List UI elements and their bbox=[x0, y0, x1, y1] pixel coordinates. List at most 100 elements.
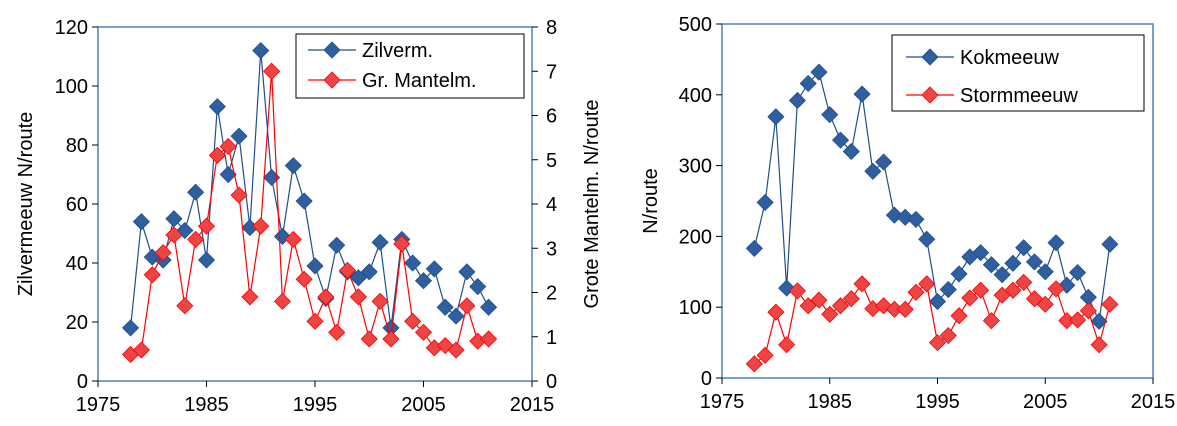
data-point-kokmeeuw bbox=[1004, 254, 1022, 272]
series-line-kokmeeuw bbox=[753, 70, 1111, 324]
left-y2-axis: 0 1 2 3 4 5 6 7 8 bbox=[532, 17, 557, 393]
data-point-stormmeeuw bbox=[831, 297, 850, 315]
data-point-gr-mantelm bbox=[154, 244, 172, 262]
data-point-kokmeeuw bbox=[1090, 312, 1108, 330]
data-point-kokmeeuw bbox=[864, 162, 882, 180]
data-point-stormmeeuw bbox=[853, 275, 871, 293]
data-point-stormmeeuw bbox=[778, 336, 796, 354]
data-point-stormmeeuw bbox=[810, 291, 828, 309]
legend-marker-zilverm bbox=[323, 41, 341, 59]
data-point-kokmeeuw bbox=[756, 193, 774, 211]
data-point-gr-mantelm bbox=[252, 217, 270, 235]
right-x-tick-label: 2005 bbox=[1023, 391, 1068, 413]
left-x-tick-label: 2005 bbox=[401, 394, 446, 416]
right-series-group bbox=[745, 63, 1119, 373]
data-point-kokmeeuw bbox=[1101, 235, 1119, 253]
right-y-tick-label: 0 bbox=[701, 368, 712, 390]
data-point-kokmeeuw bbox=[939, 280, 957, 299]
data-point-kokmeeuw bbox=[982, 256, 1000, 274]
data-point-stormmeeuw bbox=[896, 300, 914, 318]
data-point-gr-mantelm bbox=[458, 297, 476, 315]
data-point-stormmeeuw bbox=[939, 326, 957, 345]
right-y-axis-title: N/route bbox=[640, 168, 662, 234]
data-point-gr-mantelm bbox=[328, 323, 346, 341]
left-y2-tick-label: 7 bbox=[546, 61, 557, 83]
right-x-axis: 1975 1985 1995 2005 2015 bbox=[700, 378, 1175, 413]
data-point-gr-mantelm bbox=[295, 270, 313, 288]
data-point-zilverm bbox=[328, 236, 346, 254]
left-y-tick-label: 100 bbox=[55, 76, 88, 98]
data-point-stormmeeuw bbox=[745, 355, 763, 373]
data-point-gr-mantelm bbox=[143, 266, 161, 284]
data-point-zilverm bbox=[469, 278, 487, 296]
legend-label-gr-mantelm: Gr. Mantelm. bbox=[362, 70, 476, 92]
data-point-stormmeeuw bbox=[972, 281, 990, 299]
data-point-gr-mantelm bbox=[393, 235, 411, 253]
left-y-axis: 0 20 40 60 80 100 120 bbox=[55, 17, 98, 393]
data-point-stormmeeuw bbox=[1015, 273, 1033, 291]
data-point-zilverm bbox=[284, 157, 302, 175]
data-point-stormmeeuw bbox=[767, 303, 785, 321]
left-series-group bbox=[121, 42, 498, 364]
data-point-gr-mantelm bbox=[349, 288, 367, 306]
legend-marker-stormmeeuw bbox=[921, 86, 939, 104]
left-y2-tick-label: 8 bbox=[546, 17, 557, 39]
data-point-kokmeeuw bbox=[972, 244, 990, 262]
data-point-stormmeeuw bbox=[961, 289, 979, 307]
data-point-zilverm bbox=[197, 251, 216, 269]
data-point-gr-mantelm bbox=[273, 292, 292, 310]
data-point-stormmeeuw bbox=[918, 275, 936, 293]
left-x-axis: 1975 1985 1995 2005 2015 bbox=[76, 381, 554, 416]
data-point-gr-mantelm bbox=[447, 341, 465, 359]
data-point-zilverm bbox=[425, 260, 443, 278]
data-point-zilverm bbox=[230, 127, 248, 145]
data-point-stormmeeuw bbox=[756, 346, 774, 364]
data-point-kokmeeuw bbox=[875, 153, 893, 171]
left-y2-tick-label: 3 bbox=[546, 238, 557, 260]
data-point-gr-mantelm bbox=[219, 137, 237, 156]
data-point-zilverm bbox=[295, 192, 313, 210]
right-y-axis: 0 100 200 300 400 500 bbox=[679, 14, 722, 390]
data-point-stormmeeuw bbox=[788, 282, 806, 300]
data-point-zilverm bbox=[480, 298, 498, 316]
data-point-zilverm bbox=[447, 307, 465, 325]
data-point-zilverm bbox=[414, 272, 433, 290]
data-point-kokmeeuw bbox=[918, 230, 936, 248]
data-point-stormmeeuw bbox=[1047, 280, 1065, 298]
data-point-gr-mantelm bbox=[208, 146, 226, 164]
data-point-kokmeeuw bbox=[767, 108, 785, 126]
right-y-tick-label: 500 bbox=[679, 14, 712, 36]
series-line-gr-mantelm bbox=[130, 71, 489, 356]
data-point-zilverm bbox=[458, 263, 476, 281]
left-y2-tick-label: 1 bbox=[546, 327, 557, 349]
right-x-tick-label: 1975 bbox=[700, 391, 745, 413]
data-point-gr-mantelm bbox=[187, 230, 205, 248]
right-x-tick-label: 1995 bbox=[915, 391, 960, 413]
data-point-zilverm bbox=[187, 183, 205, 201]
left-x-tick-label: 1995 bbox=[293, 394, 338, 416]
data-point-kokmeeuw bbox=[745, 239, 763, 258]
legend-label-kokmeeuw: Kokmeeuw bbox=[960, 47, 1059, 69]
left-legend: Zilverm. Gr. Mantelm. bbox=[295, 33, 525, 99]
left-y2-axis-title: Grote Mantelm. N/route bbox=[581, 100, 603, 309]
data-point-gr-mantelm bbox=[176, 297, 194, 315]
data-point-zilverm bbox=[371, 233, 389, 251]
data-point-gr-mantelm bbox=[371, 292, 389, 310]
left-y-tick-label: 120 bbox=[55, 17, 88, 39]
data-point-kokmeeuw bbox=[799, 74, 817, 93]
data-point-gr-mantelm bbox=[230, 186, 248, 204]
left-y-axis-title: Zilvermeeuw N/route bbox=[15, 112, 37, 297]
legend-marker-kokmeeuw bbox=[921, 48, 939, 66]
data-point-gr-mantelm bbox=[317, 288, 335, 306]
data-point-kokmeeuw bbox=[842, 142, 860, 161]
data-point-gr-mantelm bbox=[241, 288, 259, 306]
data-point-stormmeeuw bbox=[1101, 295, 1119, 313]
data-point-stormmeeuw bbox=[842, 290, 860, 308]
left-y-tick-label: 0 bbox=[77, 371, 88, 393]
data-point-zilverm bbox=[306, 257, 324, 275]
left-x-tick-label: 1975 bbox=[76, 394, 121, 416]
left-y-tick-label: 20 bbox=[66, 312, 88, 334]
data-point-kokmeeuw bbox=[853, 85, 871, 103]
right-y-tick-label: 300 bbox=[679, 156, 712, 178]
